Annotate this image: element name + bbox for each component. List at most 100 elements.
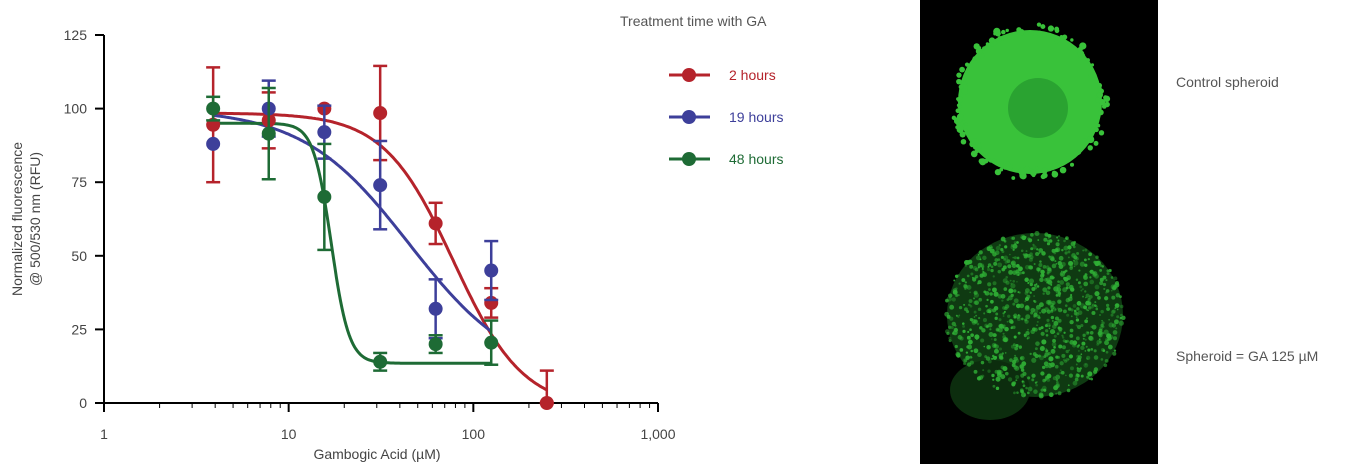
spheroid-cell	[1055, 242, 1060, 247]
spheroid-cell	[1083, 305, 1087, 310]
spheroid-cell	[1059, 369, 1062, 372]
spheroid-cell	[1030, 233, 1034, 237]
spheroid-cell	[1106, 333, 1112, 339]
spheroid-cell	[1001, 250, 1005, 254]
spheroid-cell	[1083, 274, 1086, 278]
spheroid-cell	[1098, 333, 1102, 337]
spheroid-cell	[1012, 359, 1017, 365]
spheroid-cell	[1118, 320, 1124, 326]
spheroid-cell	[1016, 280, 1018, 283]
spheroid-cell	[1040, 371, 1045, 376]
control-spheroid-label: Control spheroid	[1176, 74, 1279, 90]
data-point	[373, 354, 388, 369]
y-tick-label: 25	[71, 321, 87, 337]
spheroid-cell	[964, 128, 969, 133]
spheroid-cell	[981, 328, 986, 333]
spheroid-cell	[1012, 343, 1016, 347]
spheroid-cell	[1000, 255, 1004, 259]
spheroid-cell	[1047, 286, 1051, 290]
spheroid-cell	[1007, 314, 1011, 318]
spheroid-cell	[1054, 308, 1057, 311]
spheroid-cell	[1044, 324, 1048, 328]
spheroid-cell	[997, 327, 1003, 333]
spheroid-cell	[1029, 352, 1032, 356]
spheroid-cell	[1018, 167, 1026, 176]
spheroid-cell	[963, 362, 966, 366]
spheroid-cell	[1089, 330, 1094, 335]
spheroid-cell	[1069, 319, 1074, 325]
spheroid-cell	[1016, 315, 1020, 319]
spheroid-cell	[1010, 244, 1014, 247]
spheroid-cell	[1065, 282, 1070, 287]
spheroid-core	[1008, 78, 1068, 138]
spheroid-cell	[961, 278, 966, 282]
spheroid-cell	[1113, 276, 1118, 281]
spheroid-cell	[964, 281, 967, 284]
spheroid-cell	[1019, 303, 1025, 309]
spheroid-cell	[1010, 282, 1013, 285]
spheroid-cell	[1010, 261, 1015, 266]
spheroid-cell	[960, 138, 967, 145]
spheroid-cell	[1087, 348, 1091, 352]
spheroid-cell	[1043, 388, 1047, 392]
spheroid-cell	[956, 78, 962, 85]
spheroid-cell	[973, 310, 977, 314]
spheroid-cell	[1073, 260, 1079, 266]
spheroid-cell	[992, 281, 997, 286]
spheroid-cell	[1061, 248, 1064, 252]
spheroid-cell	[1032, 245, 1037, 250]
x-tick-label: 1	[100, 426, 108, 442]
spheroid-cell	[956, 96, 964, 103]
spheroid-cell	[1116, 308, 1119, 311]
spheroid-cell	[987, 267, 991, 272]
spheroid-cell	[1102, 349, 1106, 352]
data-point	[373, 106, 388, 121]
spheroid-cell	[1059, 372, 1061, 374]
spheroid-cell	[1075, 336, 1080, 341]
spheroid-cell	[1023, 333, 1026, 336]
spheroid-cell	[1034, 353, 1039, 359]
spheroid-cell	[1048, 324, 1051, 327]
spheroid-cell	[1061, 261, 1066, 267]
spheroid-cell	[1009, 358, 1013, 362]
spheroid-cell	[1109, 335, 1114, 339]
spheroid-cell	[1088, 295, 1093, 299]
spheroid-cell	[999, 355, 1003, 360]
spheroid-cell	[1018, 271, 1023, 275]
spheroid-cell	[1065, 297, 1071, 303]
spheroid-cell	[1024, 291, 1029, 295]
spheroid-cell	[1034, 347, 1038, 351]
spheroid-cell	[1087, 301, 1092, 306]
spheroid-cell	[1054, 260, 1057, 263]
spheroid-cell	[965, 351, 969, 354]
spheroid-cell	[981, 265, 985, 269]
spheroid-cell	[997, 35, 1003, 42]
spheroid-cell	[1054, 316, 1059, 321]
spheroid-cell	[1076, 301, 1082, 306]
spheroid-cell	[1084, 363, 1087, 366]
spheroid-cell	[1033, 263, 1036, 266]
spheroid-cell	[1018, 345, 1022, 349]
spheroid-cell	[992, 378, 995, 381]
spheroid-cell	[1046, 239, 1050, 243]
spheroid-cell	[1006, 34, 1013, 40]
spheroid-cell	[1102, 275, 1107, 280]
spheroid-cell	[995, 386, 1000, 391]
spheroid-cell	[1010, 236, 1014, 240]
spheroid-cell	[1070, 293, 1073, 297]
spheroid-cell	[1005, 28, 1009, 33]
spheroid-cell	[1080, 345, 1085, 351]
spheroid-cell	[1021, 271, 1025, 275]
spheroid-cell	[1108, 318, 1110, 321]
spheroid-cell	[1054, 38, 1060, 44]
y-tick-label: 0	[79, 395, 87, 411]
spheroid-cell	[1003, 257, 1007, 261]
spheroid-cell	[1001, 267, 1006, 272]
spheroid-cell	[1003, 239, 1007, 243]
spheroid-cell	[994, 168, 1002, 176]
spheroid-cell	[1039, 346, 1045, 352]
spheroid-cell	[1067, 358, 1070, 361]
spheroid-cell	[968, 303, 971, 307]
spheroid-cell	[1055, 383, 1060, 389]
spheroid-cell	[1034, 230, 1040, 237]
